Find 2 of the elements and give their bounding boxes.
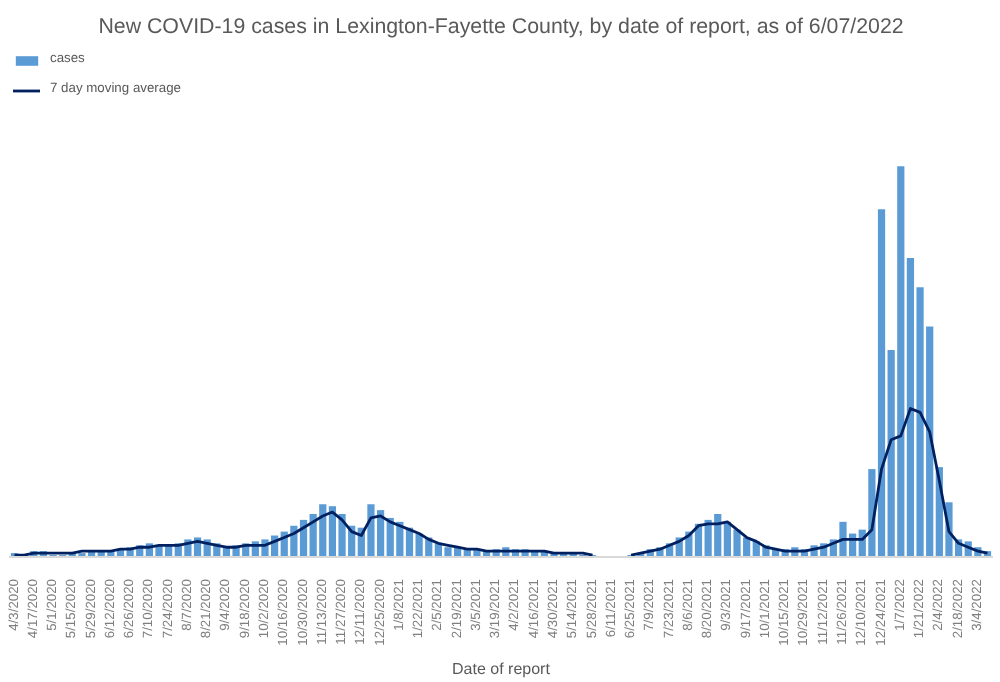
- x-axis-title: Date of report: [452, 659, 552, 678]
- chart-title: New COVID-19 cases in Lexington-Fayette County, by date of report, as of 6/07/2022: [98, 15, 904, 39]
